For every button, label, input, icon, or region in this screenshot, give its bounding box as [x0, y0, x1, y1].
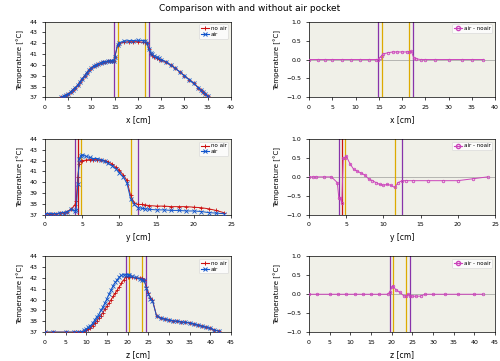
X-axis label: y [cm]: y [cm]	[390, 233, 414, 242]
Legend: no air, air: no air, air	[199, 259, 228, 273]
Legend: air - noair: air - noair	[452, 142, 492, 150]
Legend: air - noair: air - noair	[452, 25, 492, 33]
X-axis label: z [cm]: z [cm]	[390, 350, 414, 359]
Legend: no air, air: no air, air	[199, 142, 228, 156]
Y-axis label: Temperature [°C]: Temperature [°C]	[274, 147, 281, 207]
Y-axis label: Temperature [°C]: Temperature [°C]	[16, 147, 24, 207]
Y-axis label: Temperature [°C]: Temperature [°C]	[16, 30, 24, 90]
Y-axis label: Temperature [°C]: Temperature [°C]	[16, 264, 24, 324]
X-axis label: y [cm]: y [cm]	[126, 233, 150, 242]
X-axis label: x [cm]: x [cm]	[390, 116, 414, 125]
X-axis label: x [cm]: x [cm]	[126, 116, 150, 125]
X-axis label: z [cm]: z [cm]	[126, 350, 150, 359]
Y-axis label: Temperature [°C]: Temperature [°C]	[274, 30, 281, 90]
Text: Comparison with and without air pocket: Comparison with and without air pocket	[160, 4, 340, 13]
Y-axis label: Temperature [°C]: Temperature [°C]	[274, 264, 281, 324]
Legend: no air, air: no air, air	[199, 25, 228, 39]
Legend: air - noair: air - noair	[452, 259, 492, 268]
